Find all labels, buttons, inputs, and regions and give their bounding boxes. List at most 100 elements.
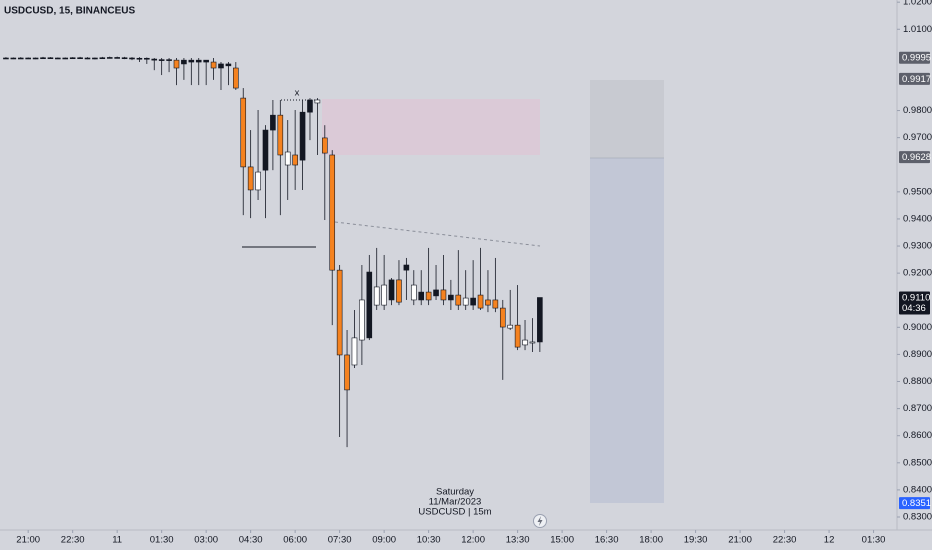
x-tick-label: 04:30 — [239, 535, 263, 546]
info-line: USDCUSD | 15m — [418, 507, 491, 518]
annotation: x — [295, 88, 300, 99]
candle-body — [537, 297, 543, 343]
candle-body — [270, 114, 276, 131]
candle-body — [218, 63, 224, 69]
x-tick-label: 19:30 — [684, 535, 708, 546]
price-label-bg — [899, 497, 930, 510]
x-tick-label: 22:30 — [773, 535, 797, 546]
y-tick-label: 0.9400 — [903, 213, 932, 224]
candle-body — [455, 294, 462, 306]
x-tick-label: 03:00 — [194, 535, 218, 546]
price-label: 0.9628 — [902, 152, 931, 163]
candle-body — [173, 59, 180, 69]
x-tick-label: 01:30 — [862, 535, 886, 546]
candle-body — [210, 61, 217, 69]
y-tick-label: 0.9800 — [903, 105, 932, 116]
x-tick-label: 15:00 — [550, 535, 574, 546]
candle-body — [129, 57, 135, 60]
candle-body — [106, 57, 113, 59]
x-tick-label: 12 — [824, 535, 835, 546]
candle-body — [440, 289, 447, 301]
info-line: 11/Mar/2023 — [429, 497, 482, 508]
candle-body — [403, 264, 410, 271]
x-tick-label: 13:30 — [506, 535, 530, 546]
candle-body — [240, 97, 247, 168]
candle-body — [522, 339, 528, 346]
x-tick-label: 16:30 — [595, 535, 619, 546]
price-label: 0.9995 — [902, 53, 931, 64]
x-tick-label: 10:30 — [417, 535, 441, 546]
price-label: 0.8351 — [902, 498, 931, 509]
y-tick-label: 1.0100 — [903, 24, 932, 35]
y-tick-label: 1.0200 — [903, 0, 932, 8]
candle-body — [188, 59, 195, 63]
supply-zone — [322, 99, 540, 155]
candle-body — [195, 59, 202, 63]
candle-body — [10, 57, 17, 60]
x-tick-label: 21:00 — [728, 535, 752, 546]
candle-body — [529, 341, 536, 344]
price-label-bg — [899, 151, 930, 164]
candle-body — [514, 324, 521, 348]
chart-title: USDCUSD, 15, BINANCEUS — [4, 6, 135, 17]
candle-body — [255, 171, 261, 191]
candle-body — [492, 299, 499, 309]
candle-body — [277, 114, 284, 156]
x-tick-label: 21:00 — [16, 535, 40, 546]
candle-body — [225, 63, 232, 67]
reward-box — [590, 158, 664, 503]
candle-body — [247, 166, 254, 191]
candle-body — [32, 57, 39, 60]
candle-body — [40, 57, 46, 60]
x-tick-label: 01:30 — [150, 535, 174, 546]
candle-body — [307, 99, 313, 113]
y-tick-label: 0.8500 — [903, 457, 932, 468]
y-tick-label: 0.8300 — [903, 512, 932, 523]
x-tick-label: 12:00 — [461, 535, 485, 546]
candle-body — [136, 57, 143, 60]
trend-line — [334, 221, 541, 247]
candle-body — [25, 57, 31, 60]
countdown: 04:36 — [902, 303, 926, 314]
price-label-bg — [899, 72, 930, 85]
y-tick-label: 0.9200 — [903, 268, 932, 279]
candle-body — [344, 354, 350, 391]
candle-body — [359, 299, 365, 341]
candle-body — [77, 57, 83, 60]
risk-box — [590, 80, 664, 158]
candle-body — [3, 57, 9, 60]
x-tick-label: 22:30 — [61, 535, 85, 546]
y-tick-label: 0.8800 — [903, 376, 932, 387]
candle-body — [99, 57, 106, 60]
y-tick-label: 0.9300 — [903, 241, 932, 252]
candle-body — [336, 269, 343, 356]
candle-body — [17, 57, 24, 60]
candle-body — [47, 57, 54, 60]
y-tick-label: 0.8700 — [903, 403, 932, 414]
x-tick-label: 07:30 — [328, 535, 352, 546]
candle-body — [292, 154, 298, 166]
y-tick-label: 0.8600 — [903, 430, 932, 441]
y-tick-label: 0.9700 — [903, 132, 932, 143]
candle-body — [388, 279, 395, 301]
candle-body — [181, 59, 187, 65]
candle-body — [314, 99, 321, 104]
flash-icon[interactable] — [533, 514, 547, 528]
candle-body — [84, 57, 91, 60]
candle-body — [62, 57, 69, 60]
x-tick-label: 18:00 — [639, 535, 663, 546]
last-price-bg — [899, 291, 930, 315]
x-tick-label: 09:00 — [372, 535, 396, 546]
candle-body — [262, 129, 269, 171]
candle-body — [166, 59, 172, 61]
candle-body — [366, 271, 373, 339]
icon-bolt[interactable] — [537, 516, 543, 526]
price-label: 0.9917 — [902, 74, 931, 85]
x-tick-label: 11 — [112, 535, 122, 546]
y-tick-label: 0.8900 — [903, 349, 932, 360]
info-box: Saturday 11/Mar/2023 USDCUSD | 15m — [418, 487, 491, 518]
candle-body — [381, 284, 387, 306]
candle-body — [92, 57, 98, 60]
